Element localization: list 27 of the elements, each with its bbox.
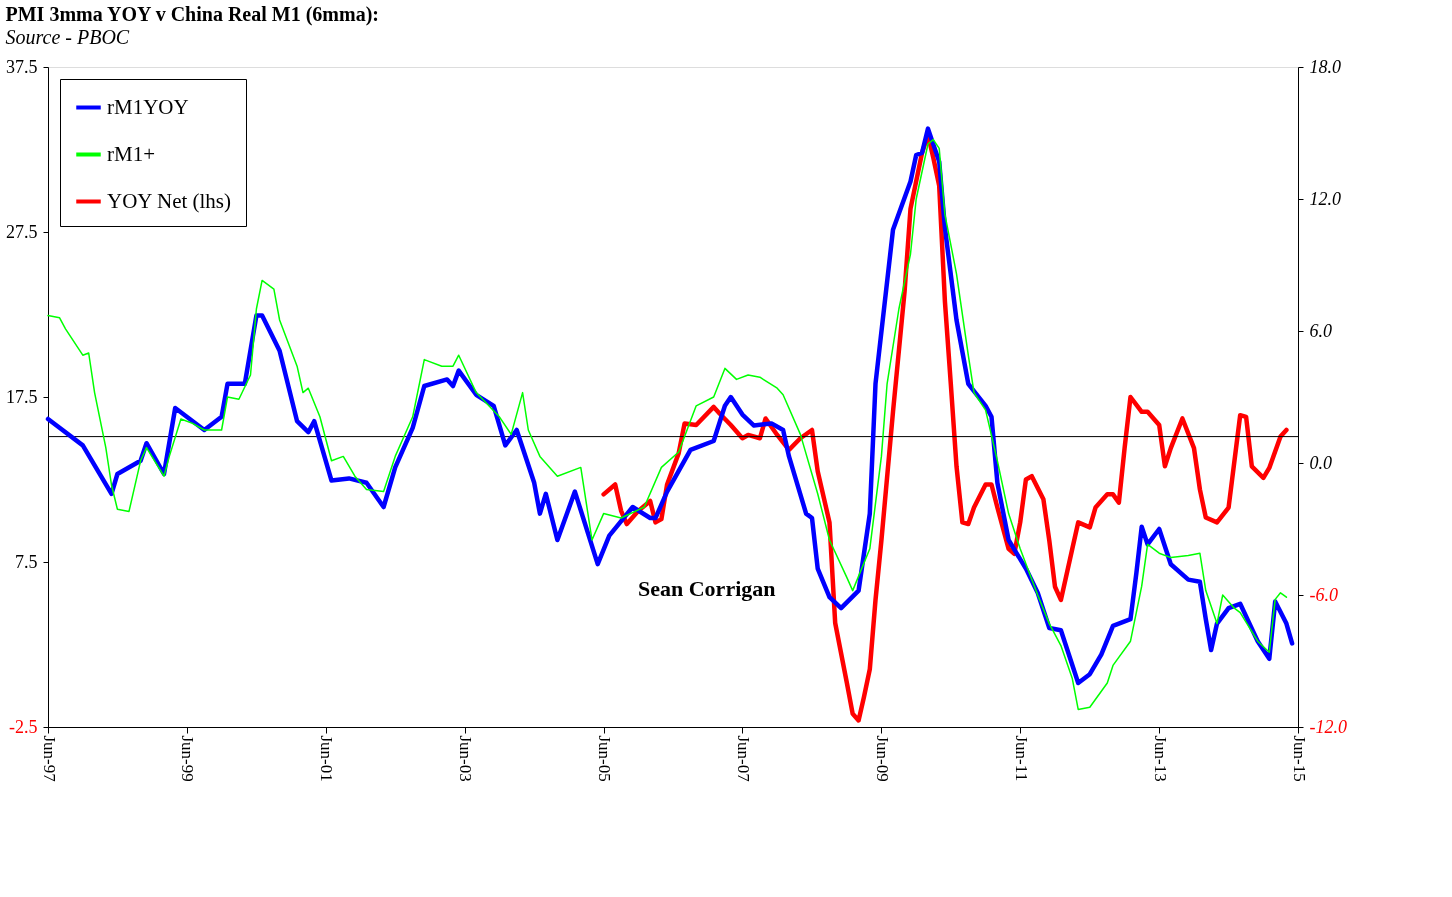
legend-label: rM1YOY (107, 94, 189, 119)
x-tick-label: Jun-03 (456, 735, 476, 782)
x-tick-label: Jun-11 (1011, 735, 1031, 782)
x-tick-label: Jun-97 (39, 735, 59, 783)
y-tick-label: 37.5 (6, 56, 38, 77)
y-tick-label: 7.5 (15, 551, 38, 572)
y-tick-label: 17.5 (6, 386, 38, 407)
legend-label: rM1+ (107, 141, 156, 166)
x-tick-label: Jun-01 (317, 735, 337, 782)
chart-subtitle: Source - PBOC (5, 26, 130, 48)
y-tick-label: 27.5 (6, 221, 38, 242)
annotation: Sean Corrigan (638, 576, 776, 601)
x-tick-label: Jun-13 (1150, 735, 1170, 782)
legend-label: YOY Net (lhs) (107, 188, 232, 213)
x-tick-label: Jun-99 (178, 735, 198, 782)
y2-tick-label: 12.0 (1309, 188, 1341, 209)
y-tick-label: -2.5 (9, 716, 38, 737)
y2-tick-label: -6.0 (1309, 584, 1338, 605)
y2-tick-label: 0.0 (1309, 452, 1332, 473)
x-tick-label: Jun-15 (1289, 735, 1309, 782)
y2-tick-label: -12.0 (1309, 716, 1347, 737)
x-tick-label: Jun-05 (595, 735, 615, 782)
chart-title: PMI 3mma YOY v China Real M1 (6mma): (5, 3, 379, 26)
x-tick-label: Jun-09 (872, 735, 892, 782)
y2-tick-label: 6.0 (1309, 320, 1332, 341)
y2-tick-label: 18.0 (1309, 56, 1341, 77)
x-tick-label: Jun-07 (733, 735, 753, 783)
